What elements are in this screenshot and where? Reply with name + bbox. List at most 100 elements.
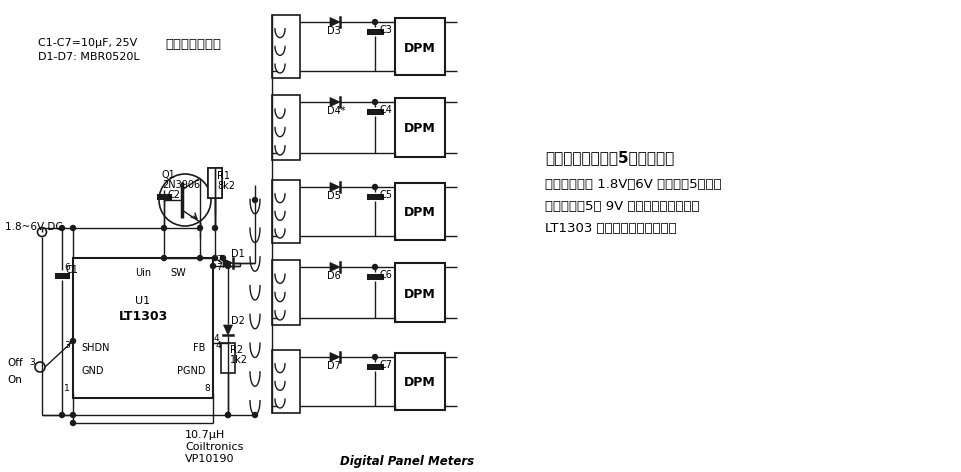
Bar — [208, 168, 222, 198]
Text: 3: 3 — [29, 358, 35, 367]
Text: 6: 6 — [64, 263, 70, 272]
Circle shape — [226, 413, 231, 418]
Circle shape — [70, 413, 76, 418]
Circle shape — [60, 226, 64, 230]
Text: PGND: PGND — [177, 366, 205, 376]
Bar — [272, 95, 300, 160]
Bar — [272, 260, 300, 325]
Circle shape — [70, 226, 76, 230]
Text: 4: 4 — [214, 334, 220, 343]
Polygon shape — [330, 262, 340, 271]
Text: D3: D3 — [327, 26, 341, 36]
Text: C1-C7=10μF, 25V: C1-C7=10μF, 25V — [38, 38, 137, 48]
Circle shape — [70, 421, 76, 425]
Bar — [272, 15, 300, 78]
Text: D5: D5 — [327, 191, 341, 201]
Text: R1: R1 — [217, 171, 230, 181]
Circle shape — [373, 19, 378, 25]
Text: D1-D7: MBR0520L: D1-D7: MBR0520L — [38, 52, 139, 62]
Text: C1: C1 — [66, 265, 79, 275]
Text: DPM: DPM — [405, 123, 436, 135]
Circle shape — [226, 413, 231, 418]
Text: 面板供电。5个 9V 输出完全隔离浮置，: 面板供电。5个 9V 输出完全隔离浮置， — [545, 200, 700, 213]
Bar — [272, 350, 300, 413]
Text: GND: GND — [81, 366, 104, 376]
Circle shape — [253, 413, 258, 418]
Text: SW: SW — [170, 268, 185, 278]
Circle shape — [373, 354, 378, 360]
Text: LT1303: LT1303 — [118, 310, 167, 323]
Bar — [395, 353, 445, 410]
Circle shape — [373, 100, 378, 104]
Polygon shape — [224, 325, 233, 335]
Text: C6: C6 — [379, 270, 392, 280]
Text: SHDN: SHDN — [81, 343, 110, 353]
Circle shape — [60, 413, 64, 418]
Text: D1: D1 — [231, 249, 245, 259]
Text: C3: C3 — [379, 25, 392, 35]
Circle shape — [373, 185, 378, 189]
Circle shape — [373, 264, 378, 270]
Polygon shape — [330, 98, 340, 107]
Polygon shape — [330, 183, 340, 192]
Text: 8: 8 — [205, 384, 210, 393]
Bar — [73, 258, 213, 398]
Circle shape — [220, 255, 226, 261]
Bar — [395, 183, 445, 240]
Text: D4*: D4* — [327, 106, 346, 116]
Text: D7: D7 — [327, 361, 341, 371]
Circle shape — [253, 197, 258, 202]
Polygon shape — [330, 353, 340, 362]
Text: DPM: DPM — [405, 287, 436, 301]
Text: 2N3906: 2N3906 — [162, 180, 200, 190]
Circle shape — [275, 23, 280, 27]
Text: Coiltronics: Coiltronics — [185, 442, 243, 452]
Circle shape — [275, 357, 280, 362]
Text: Digital Panel Meters: Digital Panel Meters — [340, 455, 474, 468]
Polygon shape — [223, 259, 233, 268]
Bar — [395, 263, 445, 322]
Text: 组成陶瓷电容器: 组成陶瓷电容器 — [165, 38, 221, 51]
Text: VP10190: VP10190 — [185, 454, 234, 464]
Text: 8k2: 8k2 — [217, 181, 235, 191]
Text: C5: C5 — [379, 190, 392, 200]
Circle shape — [161, 255, 166, 261]
Text: 10.7μH: 10.7μH — [185, 430, 225, 440]
Bar — [395, 18, 445, 75]
Text: R2: R2 — [230, 345, 243, 355]
Circle shape — [212, 255, 217, 261]
Text: U1: U1 — [136, 296, 151, 306]
Text: Uin: Uin — [135, 268, 151, 278]
Circle shape — [70, 338, 76, 344]
Text: 用于数字面板表的5输出变换器: 用于数字面板表的5输出变换器 — [546, 150, 675, 165]
Text: 7: 7 — [216, 255, 222, 264]
Text: DPM: DPM — [405, 42, 436, 54]
Circle shape — [198, 226, 203, 230]
Circle shape — [198, 255, 203, 261]
Text: D2: D2 — [231, 316, 245, 326]
Text: D6: D6 — [327, 271, 341, 281]
Circle shape — [275, 187, 280, 193]
Text: C7: C7 — [379, 360, 392, 370]
Circle shape — [212, 226, 217, 230]
Text: C2: C2 — [168, 190, 181, 200]
Text: 3: 3 — [64, 341, 70, 350]
Bar — [221, 343, 235, 373]
Bar — [395, 98, 445, 157]
Text: 1: 1 — [64, 384, 70, 393]
Text: 此电路用一个 1.8V～6V 的电源为5个数字: 此电路用一个 1.8V～6V 的电源为5个数字 — [545, 178, 722, 191]
Circle shape — [226, 263, 231, 269]
Text: 1k2: 1k2 — [230, 355, 248, 365]
Text: C4: C4 — [379, 105, 392, 115]
Text: FB: FB — [192, 343, 205, 353]
Text: 1.8~6V DC: 1.8~6V DC — [5, 222, 62, 232]
Text: Off: Off — [7, 358, 23, 368]
Text: 7: 7 — [216, 263, 222, 272]
Text: 4: 4 — [216, 341, 222, 350]
Circle shape — [275, 268, 280, 272]
Text: DPM: DPM — [405, 377, 436, 389]
Circle shape — [275, 102, 280, 108]
Text: On: On — [7, 375, 22, 385]
Text: LT1303 为微功率高效稳压器。: LT1303 为微功率高效稳压器。 — [545, 222, 677, 235]
Bar — [208, 168, 222, 198]
